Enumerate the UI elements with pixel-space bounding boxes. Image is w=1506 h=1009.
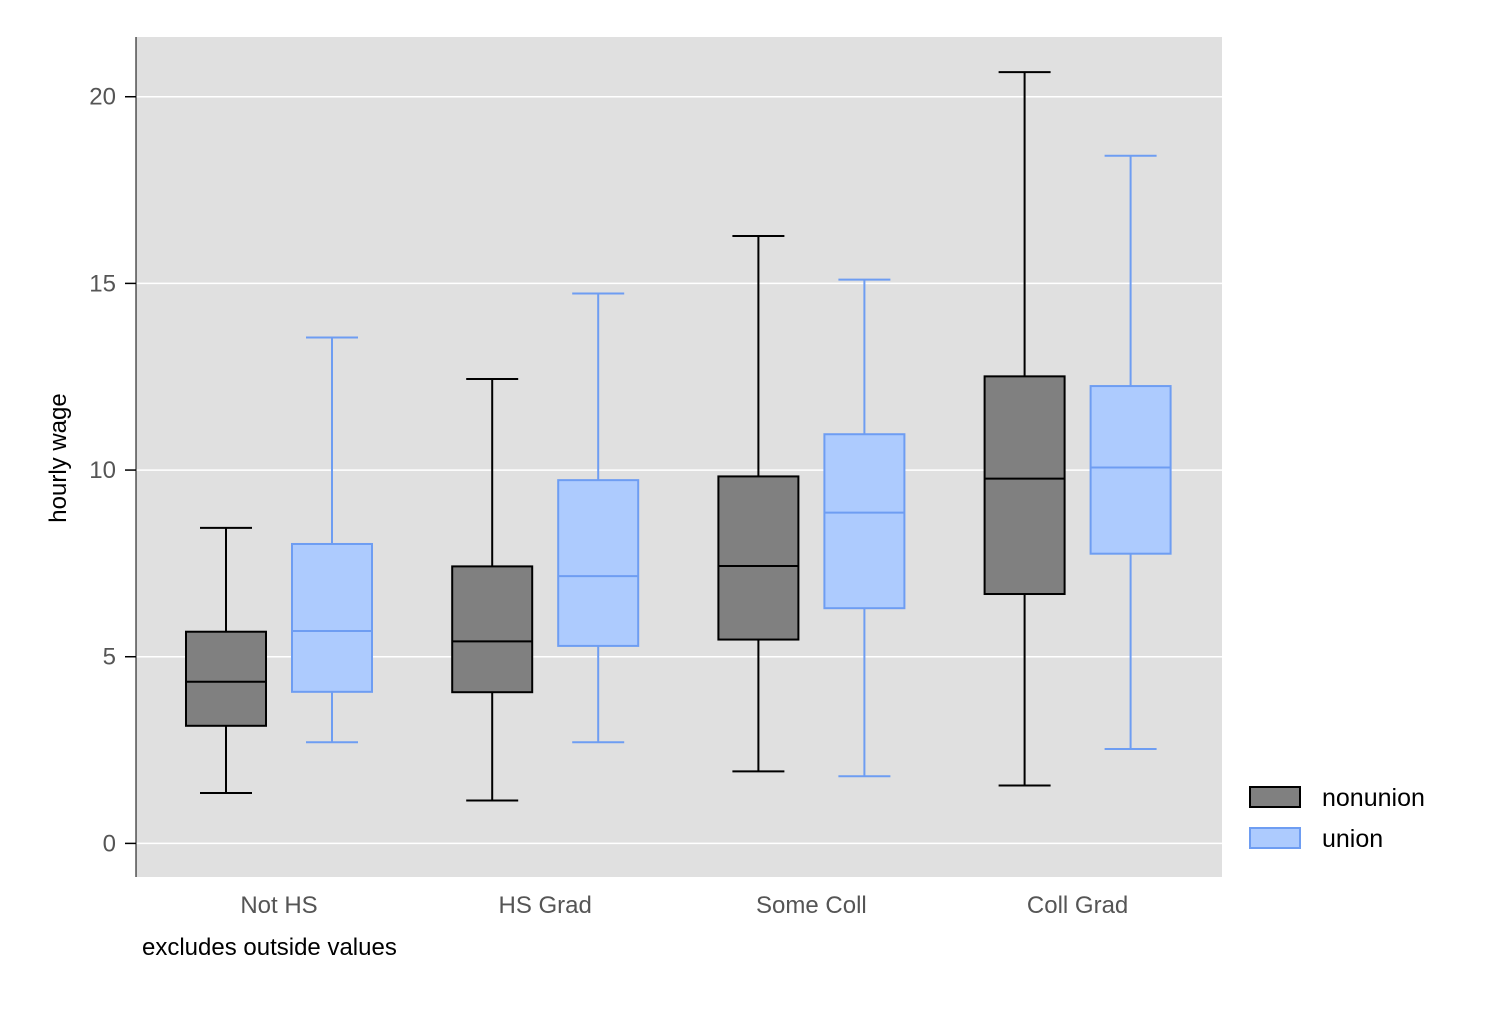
x-tick-label: HS Grad <box>499 892 592 919</box>
iqr-box <box>718 476 798 639</box>
y-tick-label: 15 <box>89 270 116 297</box>
x-axis-labels: Not HS HS Grad Some Coll Coll Grad <box>240 877 1128 919</box>
legend-swatch-union <box>1250 828 1300 848</box>
chart-note: excludes outside values <box>142 934 397 961</box>
legend-label-nonunion: nonunion <box>1322 784 1425 812</box>
y-tick-label: 20 <box>89 84 116 111</box>
y-tick-label: 10 <box>89 457 116 484</box>
y-axis-title: hourly wage <box>45 393 72 522</box>
y-axis: 0 5 10 15 20 <box>89 37 136 877</box>
legend: nonunion union <box>1250 784 1425 853</box>
iqr-box <box>186 632 266 726</box>
y-tick-label: 5 <box>103 644 116 671</box>
iqr-box <box>824 434 904 608</box>
iqr-box <box>292 544 372 692</box>
iqr-box <box>985 376 1065 594</box>
x-tick-label: Not HS <box>240 892 317 919</box>
y-tick-label: 0 <box>103 830 116 857</box>
legend-swatch-nonunion <box>1250 787 1300 807</box>
iqr-box <box>1091 386 1171 554</box>
legend-label-union: union <box>1322 825 1383 853</box>
iqr-box <box>558 480 638 646</box>
x-tick-label: Some Coll <box>756 892 867 919</box>
x-tick-label: Coll Grad <box>1027 892 1128 919</box>
iqr-box <box>452 566 532 692</box>
